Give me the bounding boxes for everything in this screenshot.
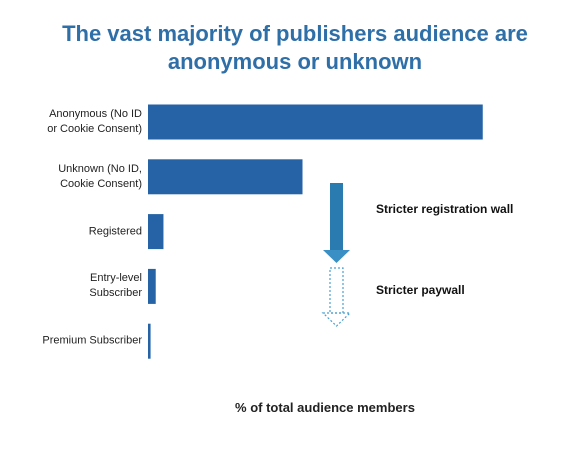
category-label: Premium Subscriber	[42, 334, 142, 347]
category-label: Entry-level Subscriber	[89, 272, 142, 300]
annotation: Stricter registration wall	[376, 202, 514, 216]
annotation: Stricter paywall	[376, 283, 465, 297]
category-label: Unknown (No ID, Cookie Consent)	[58, 162, 142, 190]
bar	[148, 214, 164, 250]
bar	[148, 323, 151, 359]
chart-title: The vast majority of publishers audience…	[62, 21, 528, 74]
x-axis-label: % of total audience members	[235, 400, 415, 415]
bar	[148, 104, 483, 140]
bar	[148, 159, 303, 195]
arrow	[321, 183, 352, 327]
category-label: Anonymous (No ID or Cookie Consent)	[47, 108, 142, 135]
bar	[148, 268, 156, 304]
category-label: Registered	[88, 225, 142, 238]
